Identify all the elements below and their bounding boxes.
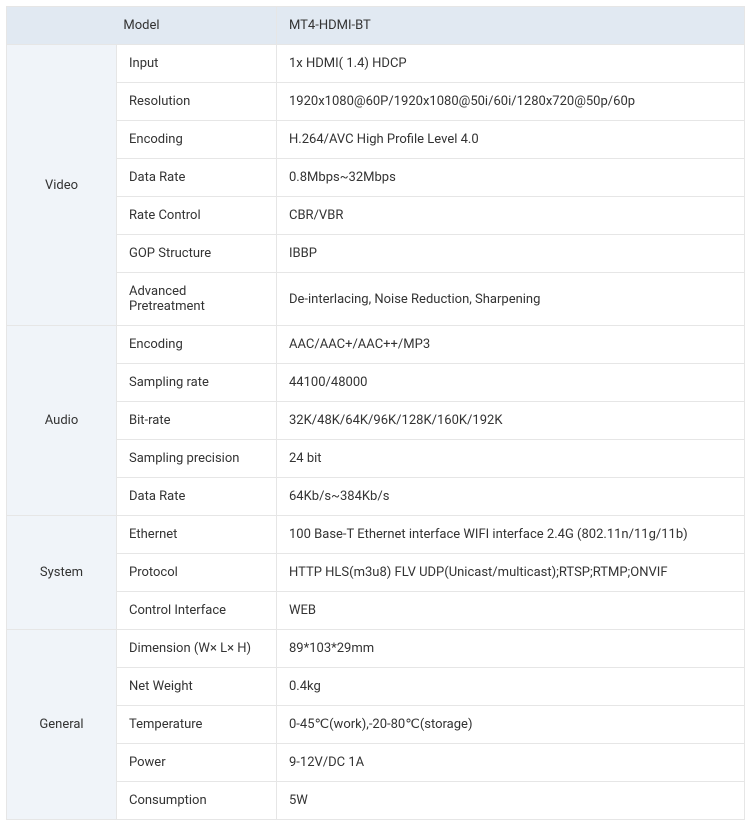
spec-label: Control Interface [117, 592, 277, 630]
spec-value: 100 Base-T Ethernet interface WIFI inter… [277, 516, 745, 554]
spec-label: Input [117, 45, 277, 83]
table-row: ProtocolHTTP HLS(m3u8) FLV UDP(Unicast/m… [7, 554, 745, 592]
spec-table-body: ModelMT4-HDMI-BTVideoInput1x HDMI( 1.4) … [7, 7, 745, 820]
table-row: Control InterfaceWEB [7, 592, 745, 630]
category-cell: System [7, 516, 117, 630]
header-label: Model [7, 7, 277, 45]
spec-label: Protocol [117, 554, 277, 592]
spec-label: Dimension (W× L× H) [117, 630, 277, 668]
category-cell: General [7, 630, 117, 820]
table-row: Net Weight0.4kg [7, 668, 745, 706]
table-row: AudioEncodingAAC/AAC+/AAC++/MP3 [7, 326, 745, 364]
spec-value: 0.8Mbps~32Mbps [277, 159, 745, 197]
table-row: GeneralDimension (W× L× H)89*103*29mm [7, 630, 745, 668]
table-row: EncodingH.264/AVC High Profile Level 4.0 [7, 121, 745, 159]
table-row: VideoInput1x HDMI( 1.4) HDCP [7, 45, 745, 83]
table-row: Resolution1920x1080@60P/1920x1080@50i/60… [7, 83, 745, 121]
spec-value: 32K/48K/64K/96K/128K/160K/192K [277, 402, 745, 440]
table-row: GOP StructureIBBP [7, 235, 745, 273]
spec-label: Advanced Pretreatment [117, 273, 277, 326]
spec-label: Consumption [117, 782, 277, 820]
table-row: Sampling rate44100/48000 [7, 364, 745, 402]
table-row: Temperature0-45℃(work),-20-80℃(storage) [7, 706, 745, 744]
spec-label: Data Rate [117, 159, 277, 197]
spec-label: Sampling precision [117, 440, 277, 478]
header-row: ModelMT4-HDMI-BT [7, 7, 745, 45]
table-row: Bit-rate32K/48K/64K/96K/128K/160K/192K [7, 402, 745, 440]
table-row: Power9-12V/DC 1A [7, 744, 745, 782]
table-row: SystemEthernet100 Base-T Ethernet interf… [7, 516, 745, 554]
spec-value: HTTP HLS(m3u8) FLV UDP(Unicast/multicast… [277, 554, 745, 592]
spec-label: Net Weight [117, 668, 277, 706]
spec-label: Rate Control [117, 197, 277, 235]
spec-label: Data Rate [117, 478, 277, 516]
table-row: Consumption5W [7, 782, 745, 820]
spec-value: 1920x1080@60P/1920x1080@50i/60i/1280x720… [277, 83, 745, 121]
table-row: Data Rate0.8Mbps~32Mbps [7, 159, 745, 197]
table-row: Rate ControlCBR/VBR [7, 197, 745, 235]
spec-label: Ethernet [117, 516, 277, 554]
spec-value: 1x HDMI( 1.4) HDCP [277, 45, 745, 83]
category-cell: Video [7, 45, 117, 326]
spec-value: 24 bit [277, 440, 745, 478]
spec-value: 89*103*29mm [277, 630, 745, 668]
spec-label: Power [117, 744, 277, 782]
spec-label: Temperature [117, 706, 277, 744]
spec-value: CBR/VBR [277, 197, 745, 235]
table-row: Data Rate64Kb/s~384Kb/s [7, 478, 745, 516]
table-row: Advanced PretreatmentDe-interlacing, Noi… [7, 273, 745, 326]
spec-value: 5W [277, 782, 745, 820]
header-value: MT4-HDMI-BT [277, 7, 745, 45]
spec-value: AAC/AAC+/AAC++/MP3 [277, 326, 745, 364]
spec-value: 0-45℃(work),-20-80℃(storage) [277, 706, 745, 744]
spec-value: H.264/AVC High Profile Level 4.0 [277, 121, 745, 159]
spec-value: 9-12V/DC 1A [277, 744, 745, 782]
spec-label: Encoding [117, 326, 277, 364]
spec-value: De-interlacing, Noise Reduction, Sharpen… [277, 273, 745, 326]
spec-value: 64Kb/s~384Kb/s [277, 478, 745, 516]
spec-label: Bit-rate [117, 402, 277, 440]
spec-label: Resolution [117, 83, 277, 121]
spec-label: Sampling rate [117, 364, 277, 402]
category-cell: Audio [7, 326, 117, 516]
spec-label: Encoding [117, 121, 277, 159]
spec-label: GOP Structure [117, 235, 277, 273]
table-row: Sampling precision24 bit [7, 440, 745, 478]
spec-table: ModelMT4-HDMI-BTVideoInput1x HDMI( 1.4) … [6, 6, 745, 820]
spec-value: IBBP [277, 235, 745, 273]
spec-value: 0.4kg [277, 668, 745, 706]
spec-value: 44100/48000 [277, 364, 745, 402]
spec-value: WEB [277, 592, 745, 630]
